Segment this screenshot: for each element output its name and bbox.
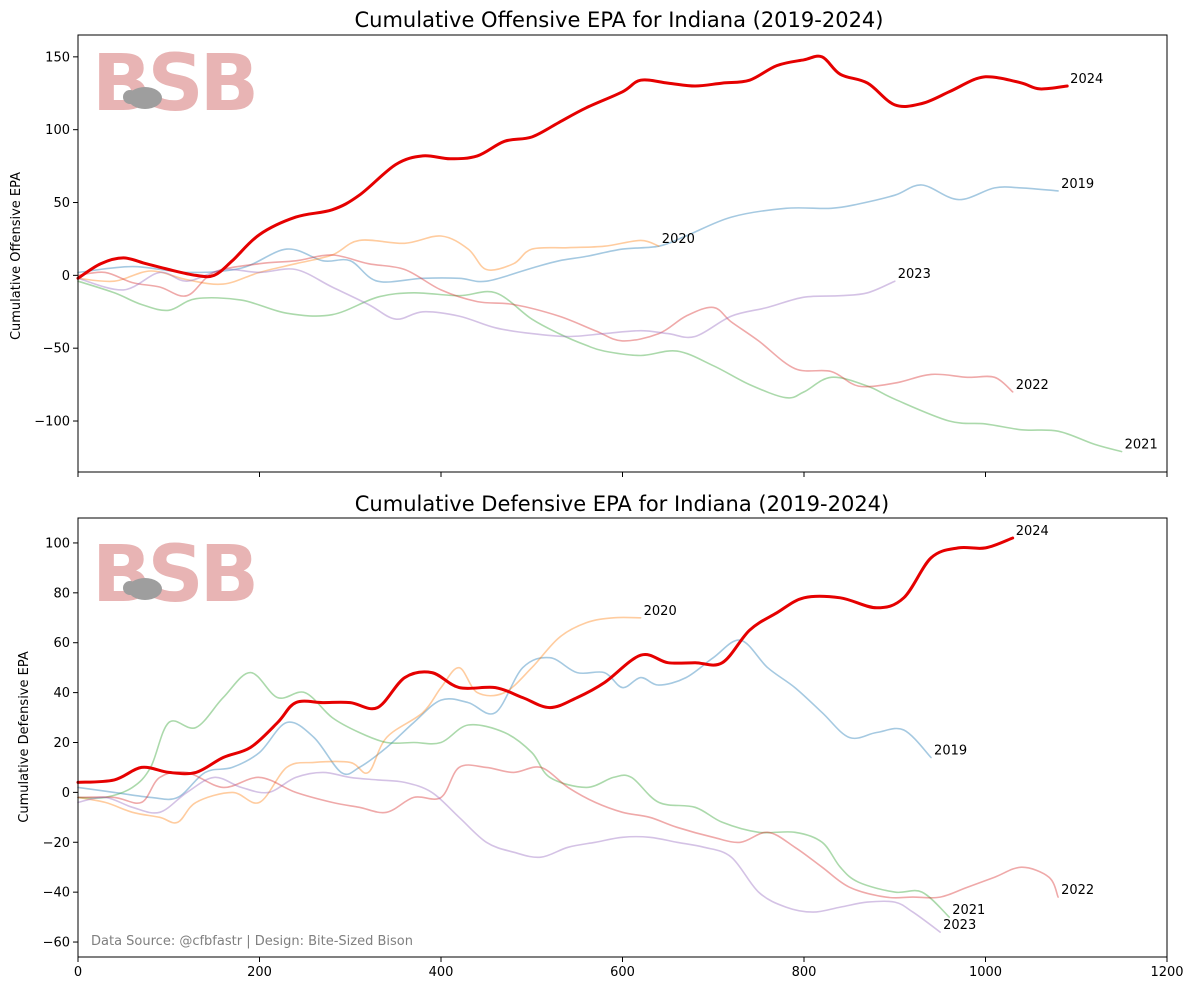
offensive-y-tick-label: 0 [62,269,70,284]
defensive-series-2019-line [77,639,932,801]
defensive-logo: BSB [92,530,259,620]
defensive-y-tick-label: −20 [43,836,70,851]
defensive-series-2022-label: 2022 [1061,883,1094,898]
defensive-y-tick-label: −40 [43,886,70,901]
offensive-bison-icon [128,87,162,109]
defensive-series-2024-label: 2024 [1016,524,1049,539]
defensive-chart-title: Cumulative Defensive EPA for Indiana (20… [355,492,889,516]
data-source-caption: Data Source: @cfbfastr | Design: Bite-Si… [91,934,413,949]
defensive-series-2022-line [77,764,1059,899]
defensive-y-tick-label: 60 [53,636,70,651]
offensive-chart-title: Cumulative Offensive EPA for Indiana (20… [355,8,884,32]
offensive-series-2021-label: 2021 [1125,438,1158,453]
offensive-series-2022-line [77,254,1014,393]
defensive-x-tick-label: 400 [429,965,454,980]
defensive-series-2021-line [77,671,950,918]
defensive-x-tick-label: 0 [74,965,82,980]
defensive-y-axis-label: Cumulative Defensive EPA [17,651,32,823]
defensive-plot-area: 0 200 400 600 800 1000 1200100806040200−20−40−… [43,524,1184,980]
defensive-x-tick-label: 600 [610,965,635,980]
defensive-series-2023-label: 2023 [943,918,976,933]
offensive-logo: BSB [92,39,259,129]
defensive-series-2023-line [77,771,941,933]
offensive-series-2019-line [77,184,1059,283]
offensive-bison-head-icon [123,90,137,104]
defensive-y-tick-label: 80 [53,586,70,601]
defensive-y-tick-label: 0 [62,786,70,801]
defensive-plot-frame [77,517,1168,958]
offensive-y-tick-label: −100 [34,415,70,430]
offensive-series-2021-line [77,280,1123,453]
offensive-series-2019-label: 2019 [1061,177,1094,192]
defensive-series-2021-label: 2021 [952,903,985,918]
offensive-y-tick-label: 150 [45,50,70,65]
offensive-y-axis-label: Cumulative Offensive EPA [9,172,24,340]
offensive-series-2020-label: 2020 [662,232,695,247]
offensive-y-tick-label: −50 [43,342,70,357]
defensive-series-2020-line [77,616,642,824]
defensive-logo-text: BSB [92,530,255,620]
defensive-y-tick-label: −60 [43,936,70,951]
offensive-plot-area: 150 100 50 0 −50 −100 2019 2020 2021 2022 2023 2024 [34,50,1168,477]
offensive-series-2022-label: 2022 [1016,378,1049,393]
offensive-y-tick-label: 50 [53,196,70,211]
defensive-bison-head-icon [123,581,137,595]
defensive-epa-panel: Cumulative Defensive EPA for Indiana (20… [17,492,1184,980]
offensive-series-2020-line [77,235,660,286]
offensive-y-tick-label: 100 [45,123,70,138]
defensive-x-tick-label: 800 [792,965,817,980]
defensive-x-tick-label: 200 [247,965,272,980]
offensive-series-2024-line [76,54,1069,280]
offensive-plot-frame [77,34,1168,473]
defensive-series-2024-line [76,536,1015,784]
defensive-y-tick-label: 100 [45,536,70,551]
defensive-series-2019-label: 2019 [934,743,967,758]
defensive-series-2020-label: 2020 [644,604,677,619]
defensive-x-tick-label: 1200 [1150,965,1183,980]
offensive-series-2023-label: 2023 [898,267,931,282]
offensive-series-2024-label: 2024 [1070,72,1103,87]
offensive-epa-panel: Cumulative Offensive EPA for Indiana (20… [9,8,1168,477]
defensive-bison-icon [128,578,162,600]
defensive-y-tick-label: 40 [53,686,70,701]
offensive-logo-text: BSB [92,39,255,129]
defensive-x-tick-label: 1000 [969,965,1002,980]
defensive-y-tick-label: 20 [53,736,70,751]
